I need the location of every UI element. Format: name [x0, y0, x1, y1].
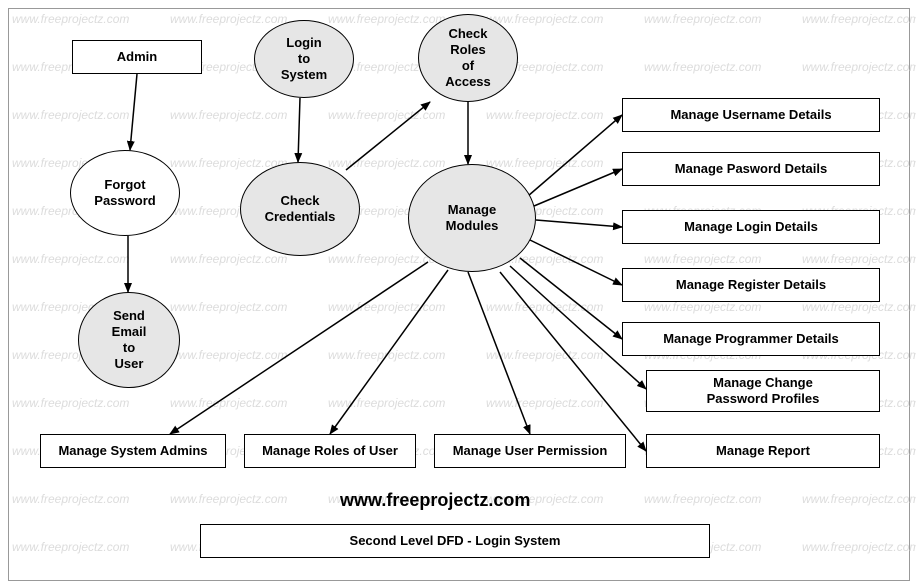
node-admin: Admin: [72, 40, 202, 74]
node-modules: ManageModules: [408, 164, 536, 272]
node-r_userperm: Manage User Permission: [434, 434, 626, 468]
node-r_username: Manage Username Details: [622, 98, 880, 132]
node-r_password: Manage Pasword Details: [622, 152, 880, 186]
node-checkroles: CheckRolesofAccess: [418, 14, 518, 102]
node-title: Second Level DFD - Login System: [200, 524, 710, 558]
node-r_report: Manage Report: [646, 434, 880, 468]
node-r_register: Manage Register Details: [622, 268, 880, 302]
node-forgot: ForgotPassword: [70, 150, 180, 236]
node-login: LogintoSystem: [254, 20, 354, 98]
node-credentials: CheckCredentials: [240, 162, 360, 256]
node-r_rolesuser: Manage Roles of User: [244, 434, 416, 468]
footer-url: www.freeprojectz.com: [340, 490, 530, 511]
node-r_login: Manage Login Details: [622, 210, 880, 244]
node-r_changepw: Manage ChangePassword Profiles: [646, 370, 880, 412]
node-r_programmer: Manage Programmer Details: [622, 322, 880, 356]
node-r_sysadmins: Manage System Admins: [40, 434, 226, 468]
node-sendemail: SendEmailtoUser: [78, 292, 180, 388]
